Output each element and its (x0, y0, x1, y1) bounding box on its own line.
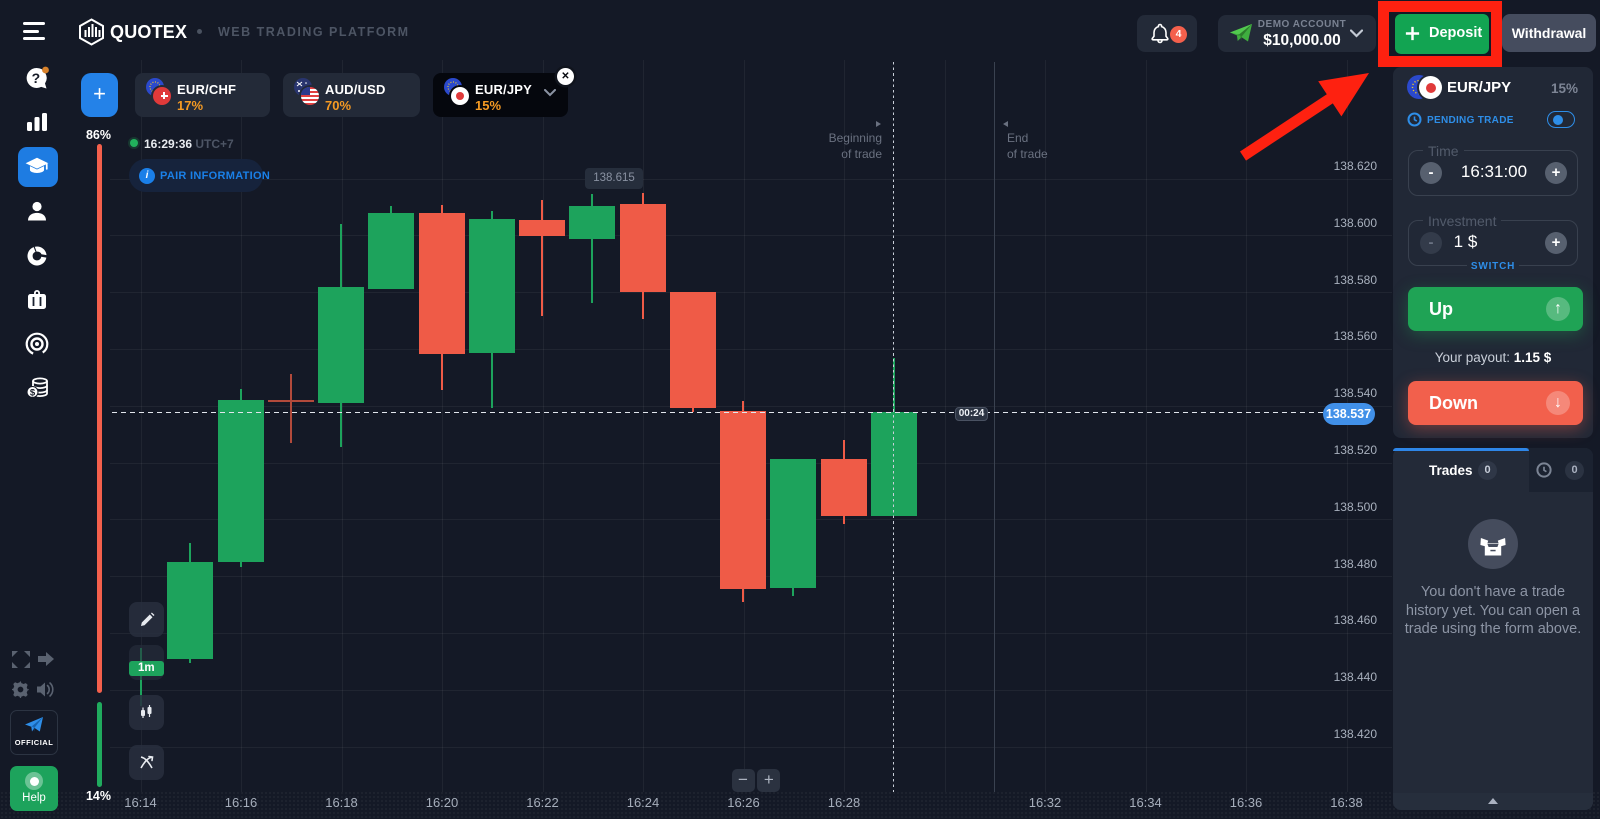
svg-text:?: ? (32, 70, 41, 86)
svg-text:$: $ (30, 387, 36, 398)
